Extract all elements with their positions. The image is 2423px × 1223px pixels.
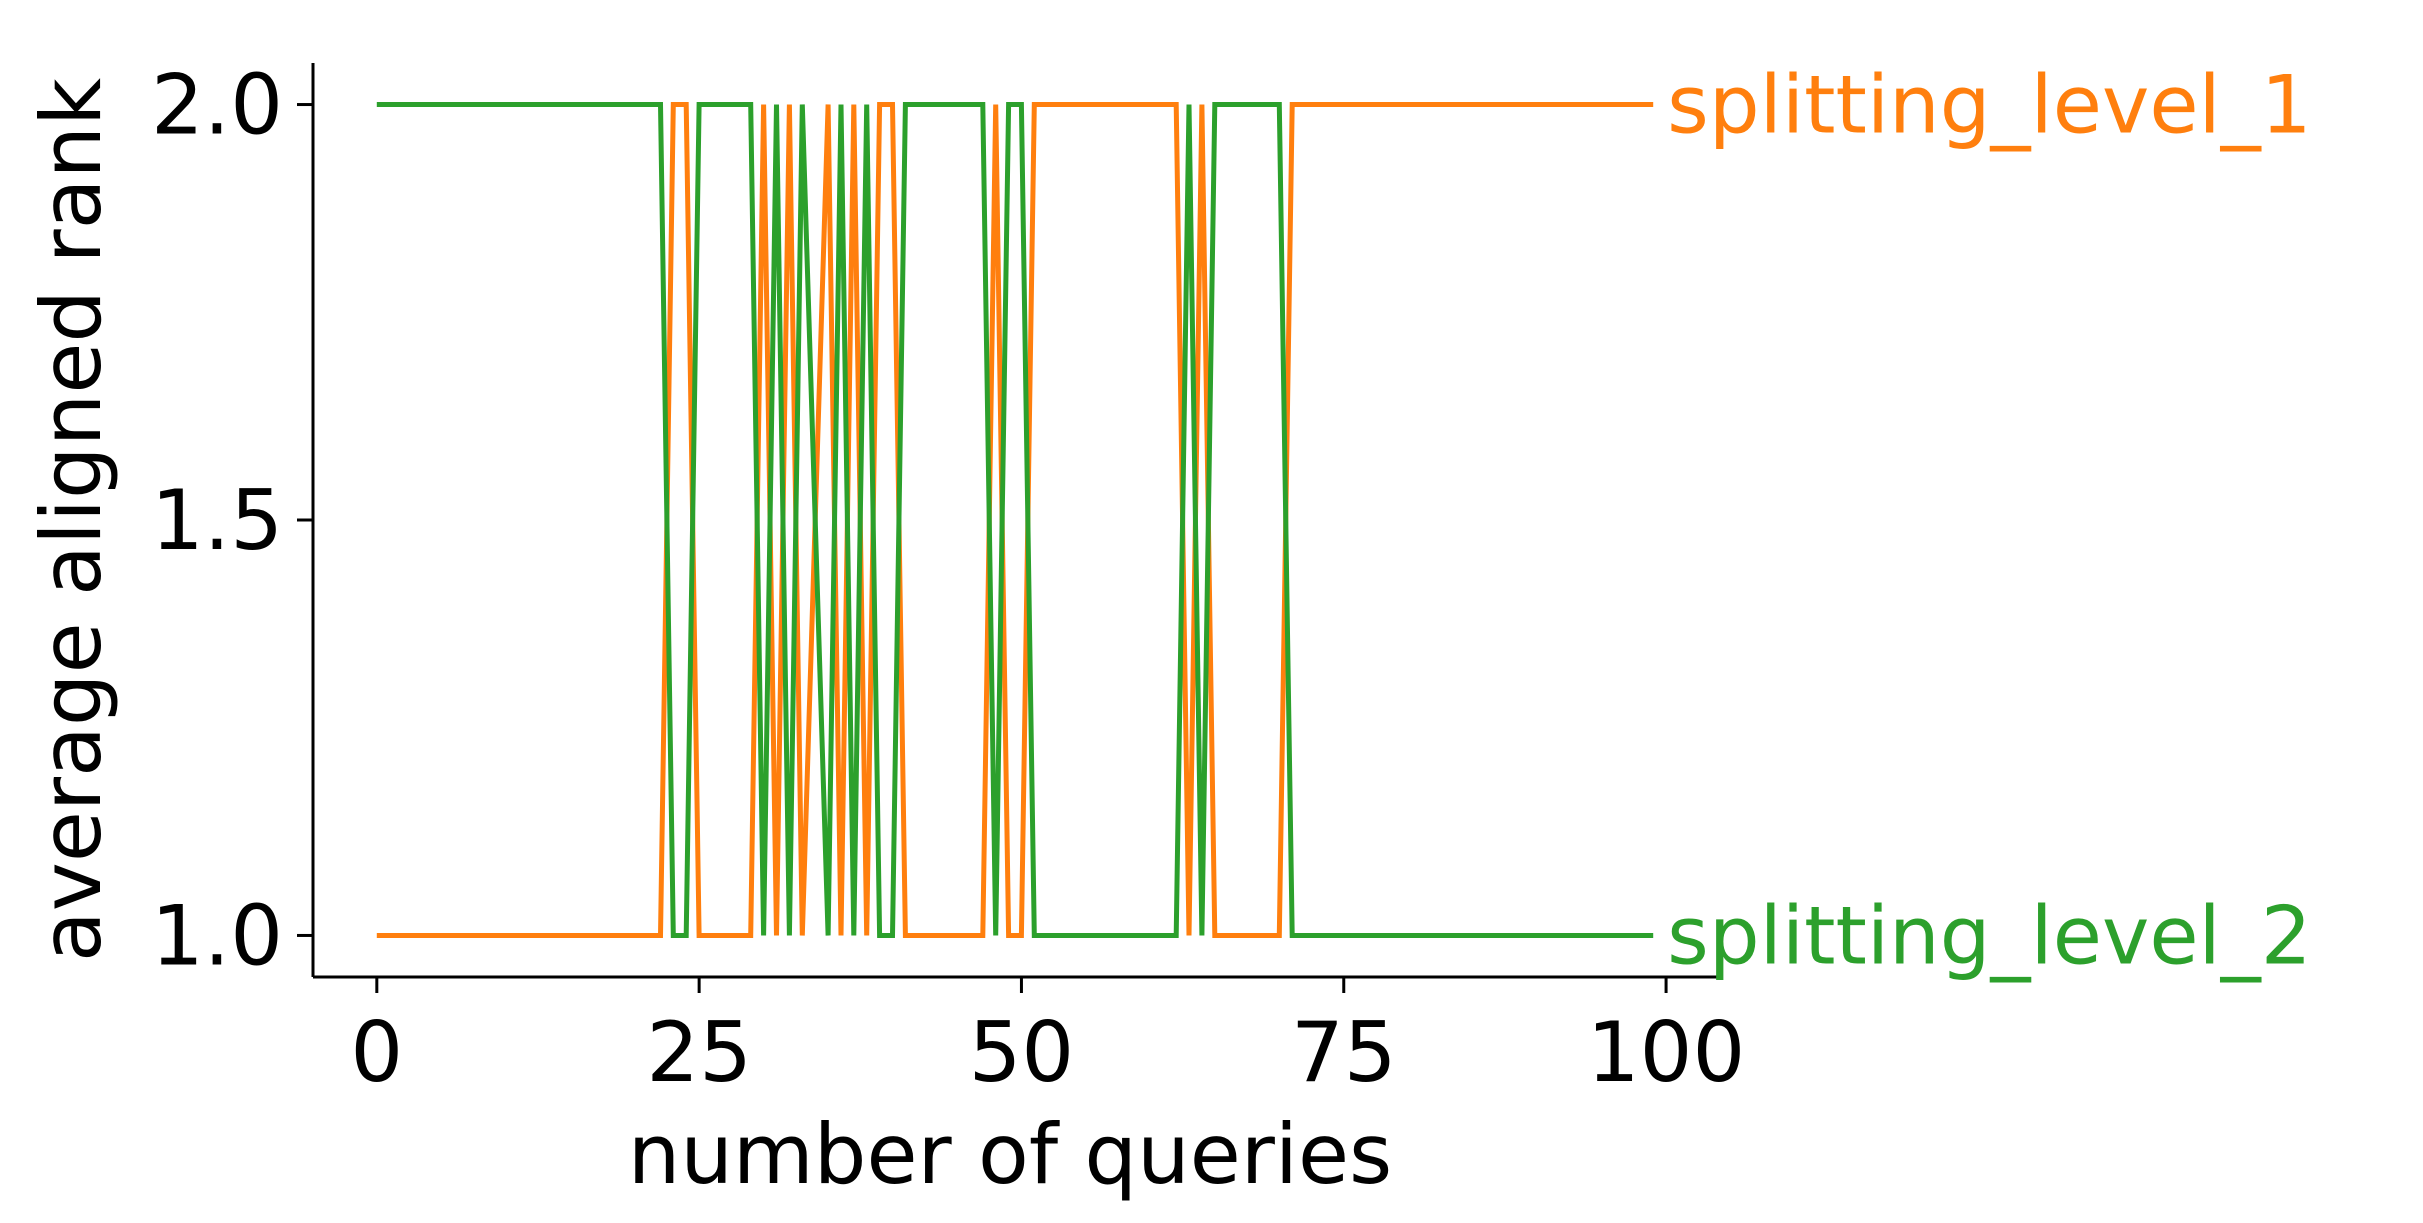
series-label-2: splitting_level_2 xyxy=(1667,889,2311,982)
series-lines xyxy=(376,102,1654,938)
x-tick-label: 0 xyxy=(350,1004,403,1101)
x-tick-label: 100 xyxy=(1587,1004,1745,1101)
series-line-2 xyxy=(376,102,1654,938)
y-tick-label: 1.0 xyxy=(151,887,283,984)
y-axis-ticks: 1.0 1.5 2.0 xyxy=(151,57,313,984)
series-line-1 xyxy=(376,102,1654,938)
x-tick-label: 25 xyxy=(646,1004,752,1101)
plot-area: 1.01.52.0 0 25 50 75 100 splitting_level_1sp… xyxy=(151,57,2312,1101)
series-label-1: splitting_level_1 xyxy=(1667,59,2311,152)
x-axis-ticks: 0 25 50 75 100 xyxy=(350,977,1745,1101)
y-axis-title: average aligned rank xyxy=(23,78,120,962)
series-labels: splitting_level_1 splitting_level_2 xyxy=(1667,59,2311,983)
x-tick-label: 50 xyxy=(969,1004,1075,1101)
x-tick-label: 75 xyxy=(1291,1004,1397,1101)
x-axis-title: number of queries xyxy=(628,1106,1393,1203)
y-tick-label: 2.0 xyxy=(151,57,283,154)
y-tick-label: 1.5 xyxy=(151,472,283,569)
